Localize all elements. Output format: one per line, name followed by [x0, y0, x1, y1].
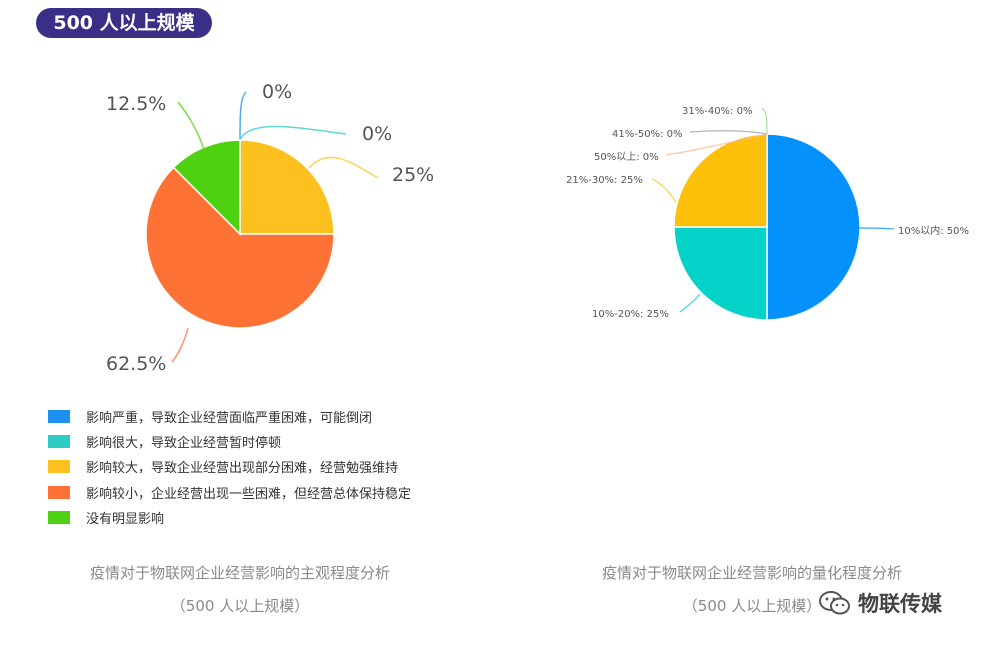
- data-label: 12.5%: [106, 93, 166, 115]
- leader-line: [177, 101, 205, 151]
- legend-swatch: [48, 410, 70, 424]
- pie-slice: [145, 166, 335, 329]
- legend-label: 影响较大，导致企业经营出现部分困难，经营勉强维持: [86, 461, 399, 477]
- caption-right-line1: 疫情对于物联网企业经营影响的量化程度分析: [601, 564, 902, 582]
- data-label: 41%-50%: 0%: [612, 129, 682, 140]
- watermark-text: 物联传媒: [858, 592, 942, 616]
- chart-legend: 影响严重，导致企业经营面临严重困难，可能倒闭 影响很大，导致企业经营暂时停顿影响较…: [48, 404, 411, 530]
- watermark: 物联传媒: [818, 588, 942, 618]
- legend-item: 影响严重，导致企业经营面临严重困难，可能倒闭: [48, 404, 411, 429]
- pie-slice: [673, 133, 768, 228]
- leader-line: [761, 107, 768, 135]
- data-label: 31%-40%: 0%: [682, 106, 752, 117]
- legend-label: 影响较小，企业经营出现一些困难，但经营总体保持稳定: [86, 486, 412, 502]
- data-label: 0%: [262, 81, 292, 103]
- legend-label: 没有明显影响: [86, 511, 165, 527]
- data-label: 10%-20%: 25%: [592, 309, 669, 320]
- wechat-icon: [819, 591, 850, 615]
- pie-slice: [172, 139, 241, 236]
- caption-right-line2: （500 人以上规模）: [682, 597, 822, 615]
- leader-line: [679, 293, 701, 313]
- leader-line: [665, 133, 768, 156]
- pie-chart-subjective: 0%0%25%62.5%12.5%: [106, 81, 434, 375]
- legend-label: 影响很大，导致企业经营暂时停顿: [86, 436, 282, 452]
- legend-item: 影响很大，导致企业经营暂时停顿: [48, 429, 411, 454]
- leader-line: [308, 156, 379, 179]
- leader-line: [239, 125, 347, 141]
- pie-slice: [673, 226, 768, 321]
- legend-item: 影响较小，企业经营出现一些困难，但经营总体保持稳定: [48, 480, 411, 505]
- leader-line: [171, 327, 189, 363]
- legend-item: 没有明显影响: [48, 505, 411, 530]
- data-label: 50%以上: 0%: [594, 151, 659, 163]
- caption-left-line2: （500 人以上规模）: [170, 597, 310, 615]
- pie-chart-quantified: 10%以内: 50% 10%-20%: 25% 21%-30%: 25% 50%以上:…: [566, 106, 969, 321]
- caption-left-line1: 疫情对于物联网企业经营影响的主观程度分析: [89, 564, 390, 582]
- legend-swatch: [48, 460, 70, 474]
- leader-line: [651, 178, 677, 203]
- pie-slice: [766, 133, 861, 321]
- data-label: 0%: [362, 123, 392, 145]
- legend-swatch: [48, 485, 70, 499]
- legend-swatch: [48, 435, 70, 449]
- leader-line: [689, 130, 768, 135]
- data-label: 62.5%: [106, 353, 166, 375]
- legend-item: 影响较大，导致企业经营出现部分困难，经营勉强维持: [48, 454, 411, 479]
- pie-slice: [239, 139, 335, 235]
- data-label: 10%以内: 50%: [898, 224, 969, 237]
- leader-line: [239, 91, 247, 141]
- data-label: 21%-30%: 25%: [566, 175, 643, 186]
- data-label: 25%: [392, 164, 434, 186]
- legend-swatch: [48, 510, 70, 524]
- leader-line: [857, 227, 895, 230]
- scale-badge: 500 人以上规模: [36, 8, 212, 38]
- legend-label: 影响严重，导致企业经营面临严重困难，可能倒闭: [86, 411, 373, 427]
